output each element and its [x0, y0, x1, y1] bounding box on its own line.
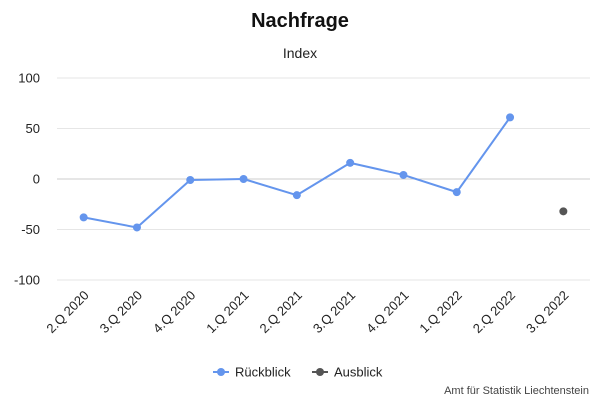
- y-axis-ticks: 100 50 0 -50 -100: [14, 71, 40, 288]
- x-tick-label: 3.Q 2021: [310, 288, 358, 336]
- data-point[interactable]: [292, 191, 301, 200]
- chart-subtitle: Index: [283, 45, 317, 61]
- x-tick-label: 1.Q 2022: [416, 288, 464, 336]
- data-point[interactable]: [186, 176, 195, 185]
- y-tick-label: 100: [18, 71, 40, 86]
- legend-label: Ausblick: [334, 365, 383, 380]
- x-tick-label: 2.Q 2022: [470, 288, 518, 336]
- credit: Amt für Statistik Liechtenstein: [444, 385, 589, 397]
- legend-marker: [316, 368, 324, 376]
- data-point[interactable]: [346, 158, 355, 167]
- data-point[interactable]: [452, 188, 461, 197]
- legend-item-0[interactable]: Rückblick: [213, 365, 291, 380]
- x-tick-label: 3.Q 2020: [97, 288, 145, 336]
- chart-title: Nachfrage: [251, 10, 349, 32]
- legend-label: Rückblick: [235, 365, 291, 380]
- data-point[interactable]: [506, 113, 515, 122]
- x-tick-label: 4.Q 2021: [363, 288, 411, 336]
- legend[interactable]: Rückblick Ausblick: [213, 365, 383, 380]
- legend-marker: [217, 368, 225, 376]
- legend-item-1[interactable]: Ausblick: [312, 365, 383, 380]
- x-tick-label: 3.Q 2022: [523, 288, 571, 336]
- series-line-0: [83, 116, 511, 229]
- y-tick-label: 0: [33, 172, 40, 187]
- data-point[interactable]: [239, 175, 248, 183]
- x-tick-label: 4.Q 2020: [150, 288, 198, 336]
- x-tick-label: 1.Q 2021: [203, 288, 251, 336]
- x-tick-label: 2.Q 2020: [43, 288, 91, 336]
- y-tick-label: -100: [14, 273, 40, 288]
- x-tick-label: 2.Q 2021: [257, 288, 305, 336]
- series-group: [79, 113, 568, 232]
- data-point[interactable]: [559, 207, 568, 216]
- x-axis-ticks: 2.Q 2020 3.Q 2020 4.Q 2020 1.Q 2021 2.Q 2021…: [43, 288, 571, 336]
- y-tick-label: -50: [21, 222, 40, 237]
- data-point[interactable]: [399, 170, 408, 179]
- data-point[interactable]: [132, 223, 141, 232]
- data-point[interactable]: [79, 213, 88, 222]
- y-tick-label: 50: [26, 121, 40, 136]
